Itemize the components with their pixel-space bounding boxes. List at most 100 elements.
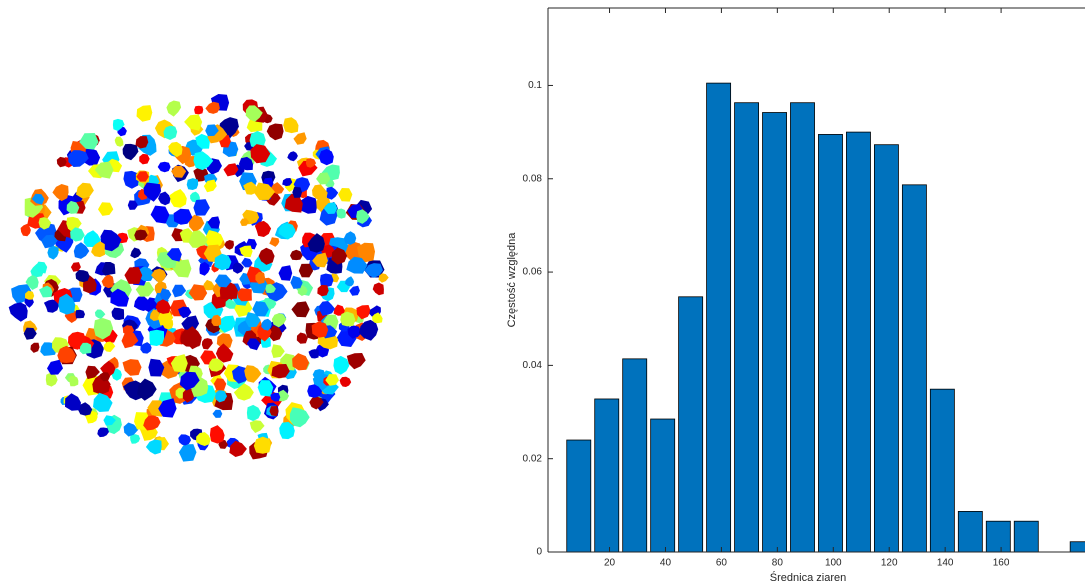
- x-tick-label: 140: [937, 558, 954, 569]
- grain: [238, 288, 252, 301]
- x-tick-label: 20: [604, 558, 616, 569]
- bar: [902, 185, 926, 552]
- grain: [181, 329, 202, 347]
- grain: [349, 286, 360, 296]
- x-tick-label: 80: [772, 558, 784, 569]
- grain: [300, 196, 317, 214]
- grain: [178, 434, 191, 445]
- grain: [340, 377, 352, 387]
- bar: [958, 511, 982, 552]
- grain: [130, 248, 141, 259]
- grain: [172, 285, 186, 298]
- grain: [178, 307, 191, 319]
- x-tick-label: 40: [660, 558, 672, 569]
- grain: [250, 420, 265, 433]
- grain: [333, 356, 349, 375]
- grain: [166, 101, 181, 117]
- grain: [95, 310, 106, 320]
- grain: [205, 102, 220, 114]
- y-tick-label: 0.08: [523, 173, 543, 184]
- grain: [344, 231, 356, 245]
- grain: [193, 199, 210, 216]
- grain: [68, 376, 78, 386]
- grain: [340, 312, 355, 327]
- grain: [98, 202, 113, 216]
- grain: [164, 126, 178, 140]
- grain: [139, 154, 150, 165]
- grain: [158, 162, 171, 173]
- y-tick-label: 0.06: [523, 267, 543, 278]
- grain: [244, 365, 261, 383]
- y-tick-label: 0.04: [523, 360, 543, 371]
- bar: [651, 419, 675, 552]
- grain: [194, 106, 203, 115]
- grain: [269, 237, 279, 247]
- page: Średnica ziaren Częstość względna 0 0.02 0…: [0, 0, 1085, 587]
- grain: [338, 188, 352, 202]
- grain: [224, 240, 234, 250]
- grain: [319, 301, 335, 316]
- grain: [267, 124, 284, 141]
- grain: [134, 296, 150, 311]
- bar: [763, 113, 787, 552]
- grain: [287, 151, 298, 161]
- grain: [168, 142, 182, 157]
- grain: [319, 149, 334, 165]
- grain: [146, 440, 162, 455]
- grain: [279, 265, 293, 281]
- grain: [76, 310, 86, 319]
- x-axis-label: Średnica ziaren: [770, 571, 846, 584]
- bar: [1014, 521, 1038, 552]
- bar: [930, 389, 954, 552]
- grain: [115, 137, 124, 147]
- bar: [1070, 542, 1085, 552]
- grain: [336, 209, 347, 219]
- bar: [707, 83, 731, 552]
- grain: [179, 444, 197, 462]
- grain: [202, 338, 213, 349]
- grain: [297, 333, 308, 344]
- bar: [874, 145, 898, 552]
- bar: [818, 134, 842, 552]
- grain: [97, 428, 109, 438]
- grain: [137, 105, 153, 122]
- grain: [292, 187, 302, 198]
- grain: [293, 132, 306, 144]
- y-tick-label: 0.02: [523, 453, 543, 464]
- grain-image: [9, 94, 389, 462]
- bar: [735, 103, 759, 552]
- grain: [283, 117, 298, 133]
- grain: [151, 206, 170, 224]
- y-tick-label: 0.1: [528, 80, 542, 91]
- grain: [292, 353, 309, 370]
- grain: [170, 189, 187, 208]
- grain: [271, 344, 285, 358]
- bar: [790, 103, 814, 552]
- bar: [623, 359, 647, 552]
- bar: [679, 297, 703, 552]
- histogram-chart: Średnica ziaren Częstość względna 0 0.02 0…: [506, 8, 1085, 584]
- grain: [184, 114, 202, 130]
- bar: [986, 521, 1010, 552]
- y-tick-label: 0: [536, 547, 542, 558]
- grain: [112, 308, 125, 320]
- bar: [595, 399, 619, 552]
- bar: [846, 132, 870, 552]
- grain: [254, 437, 271, 454]
- grain: [102, 274, 114, 288]
- bar: [567, 440, 591, 552]
- x-tick-label: 60: [716, 558, 728, 569]
- grain: [210, 425, 225, 444]
- grain: [30, 343, 39, 353]
- grain: [290, 407, 310, 427]
- x-tick-label: 120: [881, 558, 898, 569]
- grain: [241, 258, 252, 268]
- grain: [309, 349, 319, 358]
- grain: [158, 192, 170, 206]
- grain: [347, 353, 366, 369]
- grain: [52, 184, 68, 201]
- grain: [68, 150, 88, 167]
- y-axis-label: Częstość względna: [506, 232, 518, 328]
- grain: [124, 267, 142, 284]
- grain: [290, 250, 303, 260]
